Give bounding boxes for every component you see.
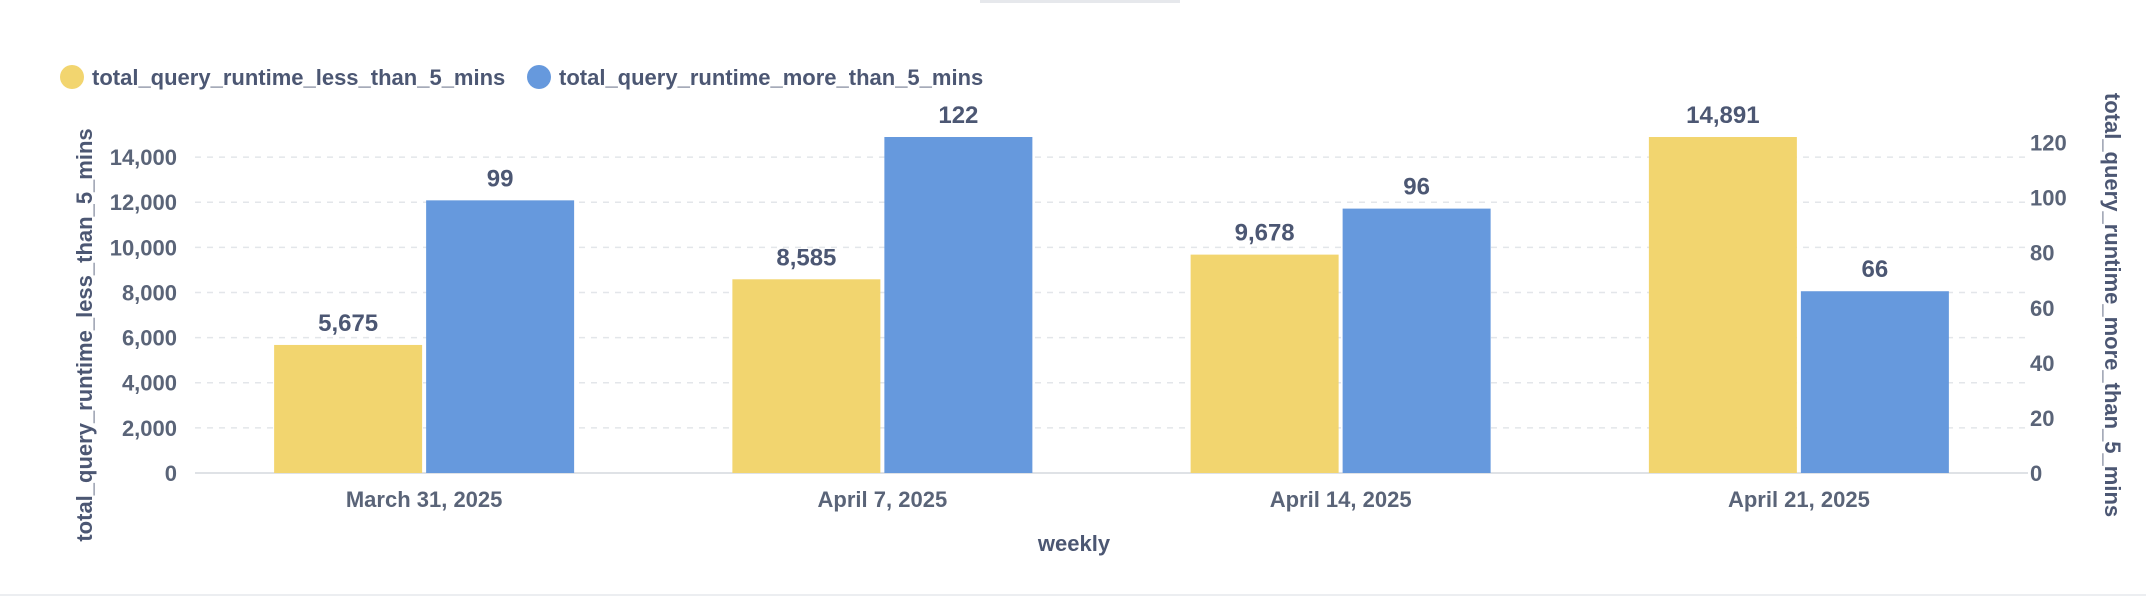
legend-dot-icon (60, 65, 84, 89)
right-tick-label: 120 (2030, 131, 2067, 156)
legend-item-more-than-5-mins[interactable]: total_query_runtime_more_than_5_mins (527, 65, 983, 90)
legend-label-less-than-5-mins: total_query_runtime_less_than_5_mins (92, 65, 505, 90)
legend: total_query_runtime_less_than_5_mins tot… (60, 65, 983, 90)
bar-more-than-5-mins[interactable] (1342, 208, 1491, 473)
legend-label-more-than-5-mins: total_query_runtime_more_than_5_mins (559, 65, 983, 90)
left-axis-ticks: 0 2,000 4,000 6,000 8,000 10,000 12,000 14,000 (110, 145, 177, 486)
x-axis-title: weekly (1037, 531, 1111, 556)
bar-data-label: 122 (938, 102, 978, 129)
right-tick-label: 40 (2030, 351, 2054, 376)
bar-data-label: 96 (1403, 174, 1430, 201)
top-tab-indicator (980, 0, 1180, 3)
bar-more-than-5-mins[interactable] (1800, 291, 1949, 473)
data-labels: 5,675 99 8,585 122 9,678 96 14,891 66 (318, 102, 1888, 337)
x-axis-ticks: March 31, 2025 April 7, 2025 April 14, 202… (346, 487, 1870, 512)
bar-more-than-5-mins[interactable] (426, 200, 575, 473)
bar-more-than-5-mins[interactable] (884, 137, 1033, 473)
right-axis-ticks: 0 20 40 60 80 100 120 (2030, 131, 2067, 486)
bottom-divider (0, 594, 2146, 596)
left-tick-label: 2,000 (122, 416, 177, 441)
bar-data-label: 99 (487, 165, 514, 192)
right-tick-label: 100 (2030, 186, 2067, 211)
right-tick-label: 0 (2030, 461, 2042, 486)
left-tick-label: 8,000 (122, 280, 177, 305)
bar-data-label: 8,585 (776, 244, 836, 271)
legend-dot-icon (527, 65, 551, 89)
bar-data-label: 9,678 (1235, 220, 1295, 247)
bar-less-than-5-mins[interactable] (1648, 137, 1797, 473)
bars (274, 137, 1949, 473)
right-axis-title: total_query_runtime_more_than_5_mins (2100, 93, 2125, 517)
bar-less-than-5-mins[interactable] (1190, 254, 1339, 473)
x-tick-label: April 14, 2025 (1270, 487, 1412, 512)
left-tick-label: 0 (165, 461, 177, 486)
bar-less-than-5-mins[interactable] (732, 279, 881, 473)
x-tick-label: April 7, 2025 (818, 487, 948, 512)
left-tick-label: 10,000 (110, 235, 177, 260)
bar-less-than-5-mins[interactable] (274, 344, 423, 473)
bar-data-label: 14,891 (1686, 102, 1759, 129)
left-tick-label: 6,000 (122, 326, 177, 351)
bar-data-label: 66 (1862, 256, 1889, 283)
left-tick-label: 14,000 (110, 145, 177, 170)
left-axis-title: total_query_runtime_less_than_5_mins (72, 128, 97, 541)
left-tick-label: 12,000 (110, 190, 177, 215)
right-tick-label: 80 (2030, 241, 2054, 266)
legend-item-less-than-5-mins[interactable]: total_query_runtime_less_than_5_mins (60, 65, 505, 90)
x-tick-label: April 21, 2025 (1728, 487, 1870, 512)
right-tick-label: 20 (2030, 406, 2054, 431)
left-tick-label: 4,000 (122, 371, 177, 396)
x-tick-label: March 31, 2025 (346, 487, 503, 512)
right-tick-label: 60 (2030, 296, 2054, 321)
bar-data-label: 5,675 (318, 310, 378, 337)
